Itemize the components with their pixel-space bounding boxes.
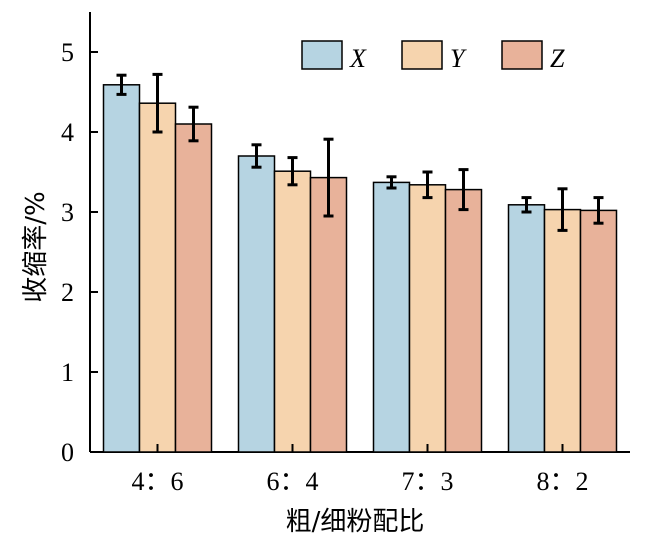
x-tick-label: 8：2 xyxy=(536,467,588,496)
y-tick-label: 4 xyxy=(61,118,74,147)
bar-z xyxy=(444,188,483,453)
legend-swatch-x xyxy=(301,40,343,70)
bar-z xyxy=(174,123,213,453)
legend-swatch-y xyxy=(401,40,443,70)
bar-z xyxy=(579,209,618,453)
legend-swatch-z xyxy=(501,40,543,70)
bar-y xyxy=(138,102,177,453)
y-tick-label: 0 xyxy=(61,438,74,467)
y-tick-label: 5 xyxy=(61,38,74,67)
y-tick-label: 2 xyxy=(61,278,74,307)
bar-y xyxy=(408,184,447,453)
y-axis-title: 收缩率/% xyxy=(21,191,51,302)
bar-z xyxy=(309,176,348,453)
bar-y xyxy=(543,208,582,453)
bar-x xyxy=(372,181,411,453)
x-tick-label: 7：3 xyxy=(401,467,453,496)
legend-label-x: X xyxy=(349,44,367,73)
x-axis-title: 粗/细粉配比 xyxy=(286,507,425,537)
bar-x xyxy=(237,155,276,453)
bar-x xyxy=(102,84,141,453)
y-tick-label: 3 xyxy=(61,198,74,227)
x-tick-label: 4：6 xyxy=(131,467,183,496)
y-tick-label: 1 xyxy=(61,358,74,387)
legend-label-z: Z xyxy=(550,44,565,73)
legend-label-y: Y xyxy=(450,44,467,73)
x-tick-label: 6：4 xyxy=(266,467,318,496)
bar-y xyxy=(273,170,312,453)
bar-x xyxy=(507,204,546,453)
